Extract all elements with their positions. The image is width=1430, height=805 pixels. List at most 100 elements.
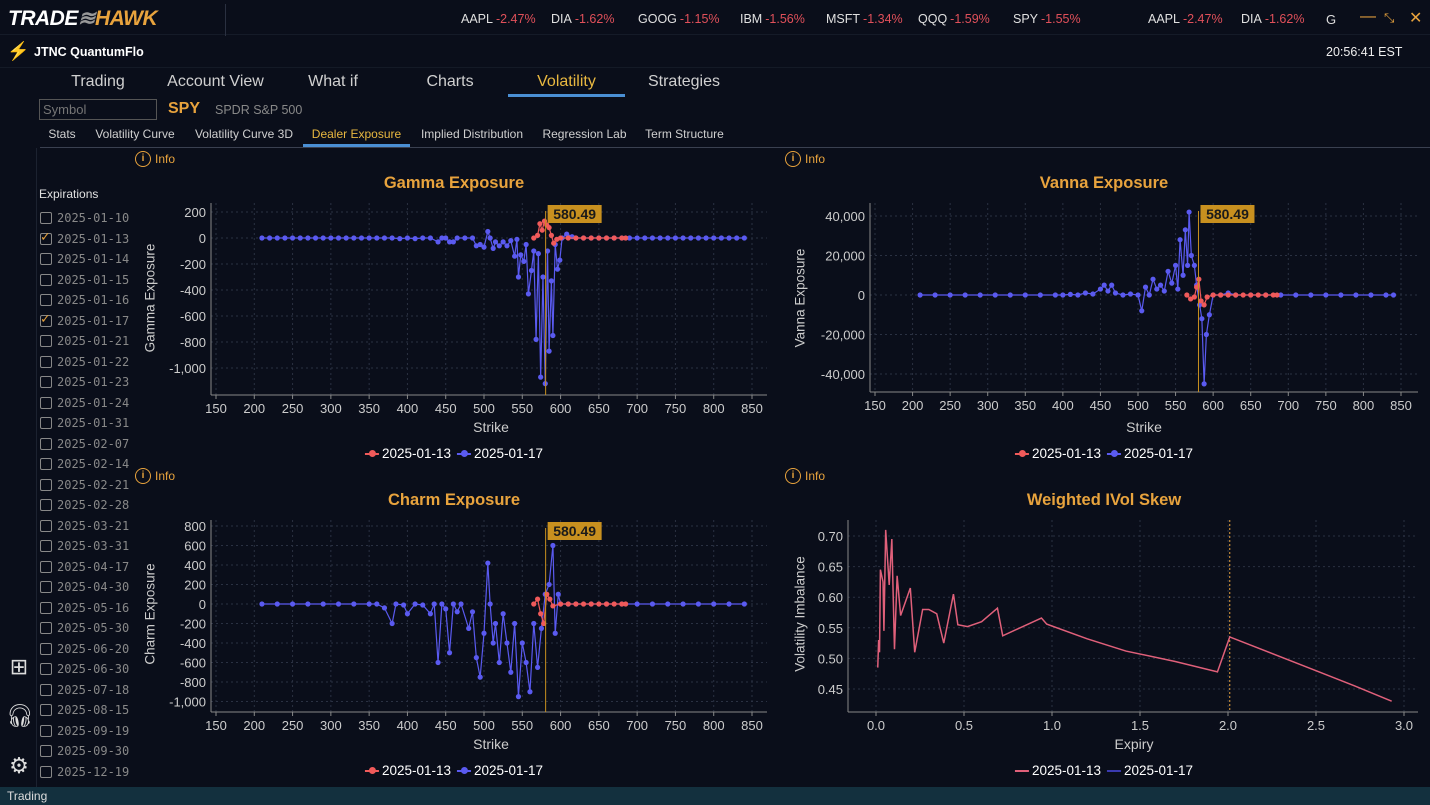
tab-what-if[interactable]: What if (308, 73, 358, 90)
info-button[interactable]: i Info (785, 151, 825, 167)
settings-icon[interactable]: ⚙ (9, 753, 29, 778)
expiration-item[interactable]: 2025-02-07 (40, 436, 129, 452)
expiration-item[interactable]: 2025-01-13 (40, 229, 129, 247)
close-icon[interactable]: ✕ (1409, 10, 1423, 27)
subtab-volatility-curve[interactable]: Volatility Curve (95, 127, 175, 141)
legend-item[interactable]: 2025-01-17 (1107, 446, 1193, 461)
ticker-item[interactable]: GOOG -1.15% (638, 12, 720, 26)
expiration-checkbox[interactable] (40, 724, 52, 737)
symbol-input[interactable] (39, 99, 157, 120)
info-button[interactable]: i Info (135, 151, 175, 167)
expiration-checkbox[interactable] (40, 376, 52, 388)
ticker-item[interactable]: QQQ -1.59% (918, 12, 990, 26)
ticker-item[interactable]: DIA -1.62% (1241, 12, 1304, 26)
expiration-checkbox[interactable] (40, 478, 52, 491)
data-point (649, 601, 656, 607)
expiration-item[interactable]: 2025-03-31 (40, 538, 129, 554)
expiration-item[interactable]: 2025-01-31 (40, 415, 129, 431)
expiration-checkbox[interactable] (40, 540, 52, 552)
expiration-checkbox[interactable] (40, 560, 52, 573)
expiration-checkbox[interactable] (40, 311, 52, 327)
subtab-term-structure[interactable]: Term Structure (645, 127, 724, 141)
legend-item[interactable]: 2025-01-13 (1014, 446, 1101, 461)
legend-item[interactable]: 2025-01-13 (1014, 763, 1101, 778)
legend-item[interactable]: 2025-01-13 (364, 446, 451, 461)
legend-item[interactable]: 2025-01-13 (364, 763, 451, 778)
tab-charts[interactable]: Charts (426, 73, 474, 90)
info-button[interactable]: i Info (785, 468, 825, 484)
expiration-checkbox[interactable] (40, 273, 52, 286)
grid-icon[interactable]: ⊞ (9, 654, 29, 679)
expiration-item[interactable]: 2025-01-16 (40, 292, 129, 308)
expiration-checkbox[interactable] (40, 253, 52, 265)
tab-strategies[interactable]: Strategies (647, 73, 721, 90)
expiration-checkbox[interactable] (40, 229, 52, 245)
expiration-item[interactable]: 2025-01-24 (40, 395, 129, 411)
expiration-checkbox[interactable] (40, 437, 52, 450)
expiration-checkbox[interactable] (40, 212, 52, 224)
subtab-volatility-curve-3d[interactable]: Volatility Curve 3D (194, 127, 294, 141)
expiration-item[interactable]: 2025-05-30 (40, 620, 129, 636)
expiration-item[interactable]: 2025-01-22 (40, 354, 129, 370)
expiration-checkbox[interactable] (40, 765, 52, 778)
ticker-item[interactable]: AAPL -2.47% (1148, 12, 1223, 26)
data-point (588, 235, 594, 241)
expiration-checkbox[interactable] (40, 704, 52, 716)
expiration-item[interactable]: 2025-01-10 (40, 210, 129, 226)
g-button[interactable]: G (1326, 12, 1337, 27)
headset-icon[interactable]: 🎧︎ (6, 703, 34, 728)
expiration-checkbox[interactable] (40, 642, 52, 655)
info-button[interactable]: i Info (135, 468, 175, 484)
tab-account-view[interactable]: Account View (167, 73, 264, 90)
expiration-item[interactable]: 2025-01-14 (40, 251, 129, 267)
expiration-checkbox[interactable] (40, 601, 52, 614)
expiration-item[interactable]: 2025-05-16 (40, 600, 129, 616)
expiration-item[interactable]: 2025-08-15 (40, 702, 129, 718)
expiration-checkbox[interactable] (40, 417, 52, 429)
expiration-item[interactable]: 2025-02-21 (40, 477, 129, 493)
expiration-item[interactable]: 2025-01-23 (40, 374, 129, 390)
expiration-checkbox[interactable] (40, 745, 52, 757)
expiration-item[interactable]: 2025-09-30 (40, 743, 129, 759)
restore-icon[interactable]: ⤡ (1384, 10, 1395, 25)
expiration-checkbox[interactable] (40, 294, 52, 306)
tab-trading[interactable]: Trading (71, 73, 125, 90)
expiration-checkbox[interactable] (40, 519, 52, 532)
expiration-item[interactable]: 2025-06-20 (40, 641, 129, 657)
expiration-checkbox[interactable] (40, 581, 52, 593)
expiration-item[interactable]: 2025-04-30 (40, 579, 129, 595)
subtab-stats[interactable]: Stats (48, 127, 76, 141)
expiration-checkbox[interactable] (40, 335, 52, 347)
expiration-item[interactable]: 2025-09-19 (40, 723, 129, 739)
expiration-checkbox[interactable] (40, 458, 52, 470)
expiration-checkbox[interactable] (40, 499, 52, 511)
subtab-dealer-exposure[interactable]: Dealer Exposure (303, 127, 410, 147)
expiration-item[interactable]: 2025-04-17 (40, 559, 129, 575)
expiration-item[interactable]: 2025-01-17 (40, 311, 129, 329)
expiration-item[interactable]: 2025-03-21 (40, 518, 129, 534)
expiration-item[interactable]: 2025-01-21 (40, 333, 129, 349)
expiration-checkbox[interactable] (40, 396, 52, 409)
ticker-item[interactable]: DIA -1.62% (551, 12, 614, 26)
subtab-implied-distribution[interactable]: Implied Distribution (420, 127, 524, 141)
expiration-item[interactable]: 2025-02-14 (40, 456, 129, 472)
expiration-item[interactable]: 2025-12-19 (40, 764, 129, 780)
expiration-checkbox[interactable] (40, 622, 52, 634)
minimize-icon[interactable]: — (1360, 8, 1376, 25)
subtab-regression-lab[interactable]: Regression Lab (542, 127, 627, 141)
ticker-item[interactable]: IBM -1.56% (740, 12, 805, 26)
expiration-checkbox[interactable] (40, 683, 52, 696)
expiration-item[interactable]: 2025-06-30 (40, 661, 129, 677)
expiration-item[interactable]: 2025-02-28 (40, 497, 129, 513)
legend-item[interactable]: 2025-01-17 (457, 763, 543, 778)
ticker-item[interactable]: MSFT -1.34% (826, 12, 903, 26)
legend-item[interactable]: 2025-01-17 (1107, 763, 1193, 778)
expiration-item[interactable]: 2025-07-18 (40, 682, 129, 698)
tab-volatility[interactable]: Volatility (508, 73, 625, 97)
expiration-checkbox[interactable] (40, 355, 52, 368)
ticker-item[interactable]: SPY -1.55% (1013, 12, 1081, 26)
legend-item[interactable]: 2025-01-17 (457, 446, 543, 461)
expiration-item[interactable]: 2025-01-15 (40, 272, 129, 288)
expiration-checkbox[interactable] (40, 663, 52, 675)
ticker-item[interactable]: AAPL -2.47% (461, 12, 536, 26)
